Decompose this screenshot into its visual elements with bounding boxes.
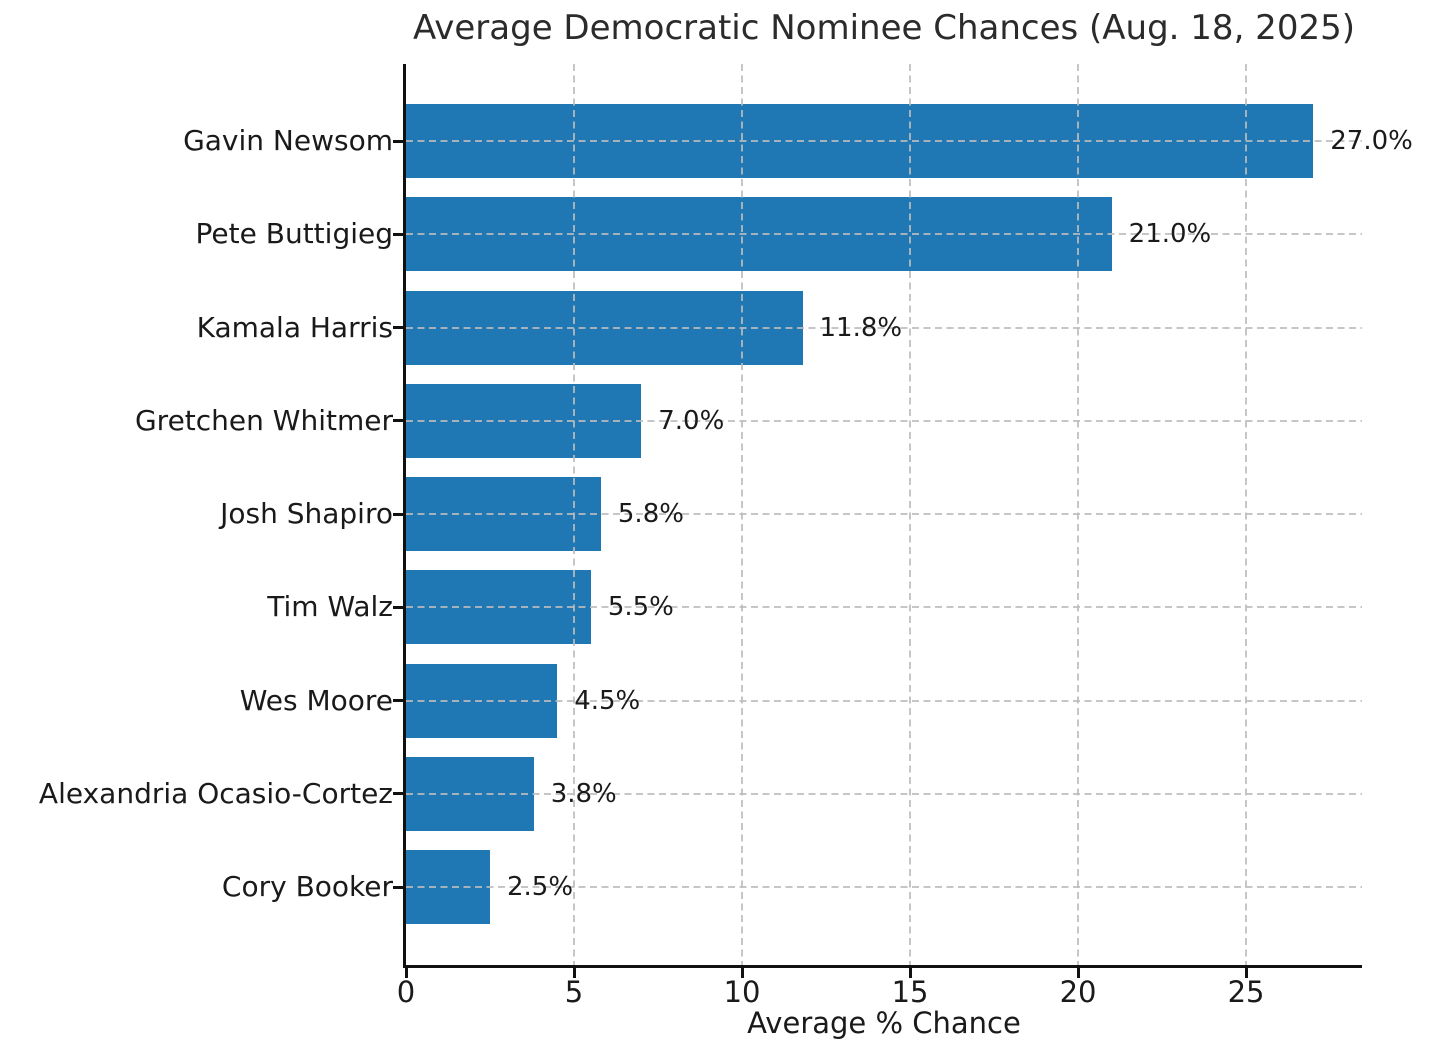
x-tick-mark xyxy=(572,968,576,978)
horizontal-gridline xyxy=(406,140,1362,142)
x-tick-label: 20 xyxy=(1059,975,1097,1009)
y-tick-mark xyxy=(393,885,403,889)
plot-area: 0 5 10 15 20 25 Gavin Newsom 27.0% Pete Buttigie… xyxy=(39,64,1413,1009)
horizontal-gridline xyxy=(406,792,1362,795)
horizontal-gridline xyxy=(406,513,1362,515)
chart-title: Average Democratic Nominee Chances (Aug.… xyxy=(413,8,1355,48)
x-tick-label: 5 xyxy=(564,975,584,1009)
y-tick-label: Kamala Harris xyxy=(196,310,393,344)
y-tick-mark xyxy=(393,232,403,236)
y-tick-mark xyxy=(393,512,403,516)
y-tick-label: Wes Moore xyxy=(239,683,393,717)
y-tick-label: Pete Buttigieg xyxy=(195,217,393,251)
y-tick-label: Cory Booker xyxy=(221,870,393,903)
x-tick-mark xyxy=(908,968,912,978)
y-tick-label: Gavin Newsom xyxy=(183,124,393,157)
horizontal-gridline xyxy=(406,886,1362,888)
x-tick-mark xyxy=(1244,968,1248,978)
x-tick-label: 10 xyxy=(723,975,761,1009)
x-tick-label: 25 xyxy=(1227,975,1265,1009)
bar-value-label: 5.5% xyxy=(607,592,674,623)
bar-value-label: 21.0% xyxy=(1128,219,1212,250)
y-tick-mark xyxy=(393,326,403,329)
horizontal-gridline xyxy=(406,326,1362,329)
y-tick-mark xyxy=(393,605,403,609)
x-tick-mark xyxy=(1076,968,1080,978)
x-tick-label: 0 xyxy=(396,975,416,1009)
bar-value-label: 11.8% xyxy=(819,312,903,343)
y-tick-label: Tim Walz xyxy=(267,590,393,624)
horizontal-gridline xyxy=(406,606,1362,609)
y-tick-mark xyxy=(393,419,403,423)
bar-value-label: 27.0% xyxy=(1330,126,1413,156)
horizontal-gridline xyxy=(406,699,1362,702)
x-axis-label: Average % Chance xyxy=(747,1006,1021,1040)
horizontal-gridline xyxy=(406,419,1362,422)
x-tick-mark xyxy=(740,968,744,978)
bar-value-label: 3.8% xyxy=(550,778,617,809)
y-tick-mark xyxy=(393,792,403,796)
bar-value-label: 2.5% xyxy=(507,872,574,902)
x-tick-label: 15 xyxy=(891,975,929,1009)
y-tick-mark xyxy=(393,699,403,702)
bar-value-label: 7.0% xyxy=(658,405,725,436)
y-tick-mark xyxy=(393,139,403,143)
horizontal-gridline xyxy=(406,233,1362,236)
y-tick-label: Gretchen Whitmer xyxy=(134,403,393,437)
y-axis-line xyxy=(403,64,406,968)
x-tick-mark xyxy=(404,968,408,978)
bar-value-label: 4.5% xyxy=(574,685,641,716)
x-axis-line xyxy=(403,965,1362,968)
y-tick-label: Alexandria Ocasio-Cortez xyxy=(38,776,393,810)
bar-value-label: 5.8% xyxy=(617,499,684,529)
y-tick-label: Josh Shapiro xyxy=(220,497,393,530)
